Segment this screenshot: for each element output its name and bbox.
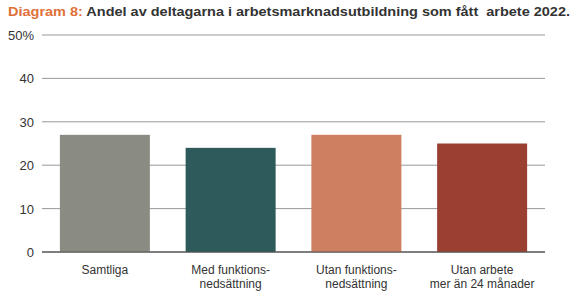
grid-line <box>42 78 545 79</box>
y-tick-label: 20 <box>20 158 34 173</box>
y-tick-label: 10 <box>20 202 34 217</box>
bar <box>60 135 150 252</box>
grid-line <box>42 121 545 122</box>
title: Diagram 8: Andel av deltagarna i arbetsm… <box>8 4 570 19</box>
x-axis: Samtliga Med funktions-nedsättning Utan fu… <box>82 263 535 291</box>
y-tick-label: 0 <box>27 245 34 260</box>
x-tick-label: Utan funktions-nedsättning <box>316 263 397 291</box>
x-tick-label: Utan arbetemer än 24 månader <box>430 263 535 291</box>
grid-line <box>42 252 545 253</box>
bar <box>311 135 401 252</box>
y-tick-label: 30 <box>20 115 34 130</box>
bar <box>437 144 527 253</box>
x-tick-label: Samtliga <box>82 263 129 277</box>
chart-svg: Diagram 8: Andel av deltagarna i arbetsm… <box>0 0 580 291</box>
chart-container: Diagram 8: Andel av deltagarna i arbetsm… <box>0 0 580 291</box>
grid-line <box>42 35 545 36</box>
bars <box>60 135 527 252</box>
y-tick-label: 40 <box>20 71 34 86</box>
y-tick-label: 50% <box>8 28 34 43</box>
bar <box>186 148 276 252</box>
y-axis: 0 10 20 30 40 50% <box>8 28 545 260</box>
x-axis-line <box>42 252 545 253</box>
x-tick-label: Med funktions-nedsättning <box>191 263 270 291</box>
